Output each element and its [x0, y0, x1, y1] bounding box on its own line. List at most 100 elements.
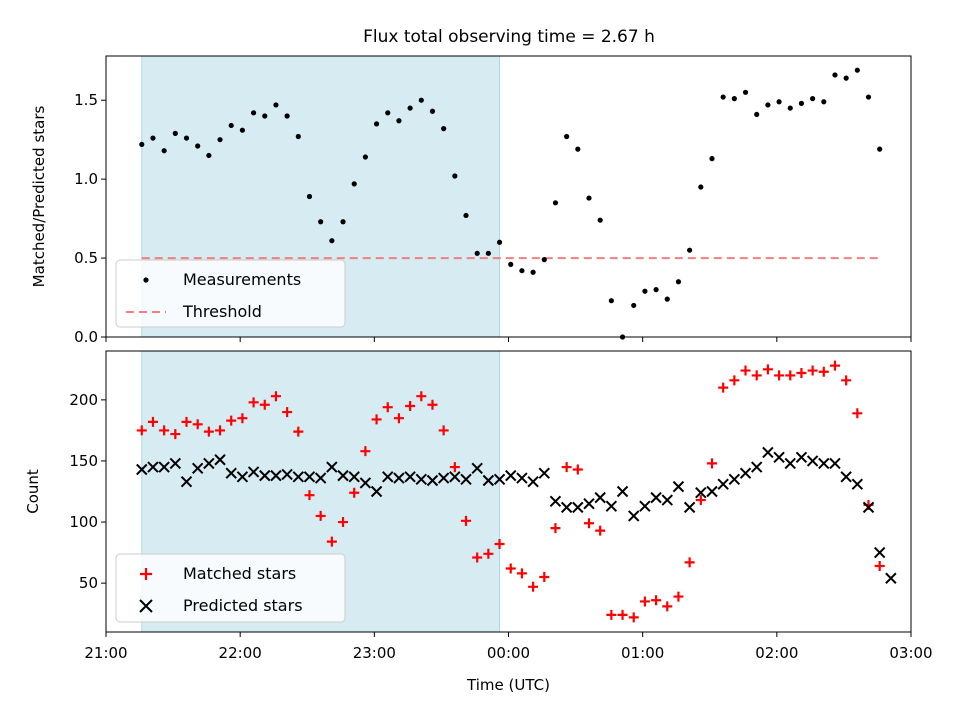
matched-star-point [695, 495, 706, 506]
predicted-star-point [337, 469, 349, 482]
predicted-star-point [505, 469, 517, 482]
measurement-point [675, 279, 682, 285]
matched-star-point [382, 402, 393, 413]
matched-star-point [147, 416, 158, 427]
predicted-star-point [583, 498, 595, 510]
predicted-star-point [292, 471, 305, 483]
matched-star-point [371, 414, 382, 425]
matched-star-point [550, 523, 561, 534]
measurement-point [519, 268, 525, 274]
measurement-point [765, 102, 771, 108]
predicted-star-point [751, 461, 763, 473]
measurement-point [787, 105, 793, 111]
predicted-star-point [471, 462, 483, 474]
predicted-star-point [784, 457, 796, 470]
time-x-axis-label: Time (UTC) [466, 676, 550, 694]
predicted-star-point [180, 476, 193, 488]
x-tick-label: 01:00 [621, 644, 664, 662]
matched-star-point [572, 464, 583, 475]
predicted-star-point [527, 476, 539, 488]
measurement-point [452, 173, 458, 179]
matched-star-point [304, 490, 315, 501]
measurement-point [396, 118, 402, 124]
predicted-star-point [717, 478, 729, 490]
matched-star-point [461, 515, 472, 526]
measurement-point [810, 96, 816, 102]
y-tick-label: 150 [69, 452, 98, 470]
predicted-star-point [851, 478, 864, 490]
matched-star-point [561, 462, 572, 473]
measurement-point [239, 127, 246, 133]
predicted-star-point [136, 463, 148, 476]
matched-star-point [774, 370, 785, 381]
predicted-star-point [560, 501, 573, 514]
matched-star-point [315, 510, 326, 521]
y-tick-label: 0.0 [74, 328, 98, 346]
matched-star-point [237, 413, 248, 424]
chart-title: Flux total observing time = 2.67 h [363, 27, 655, 47]
matched-star-point [662, 601, 673, 612]
predicted-star-point [191, 462, 204, 474]
measurement-point [373, 121, 380, 127]
measurement-point [564, 133, 570, 140]
matched-star-point [472, 552, 483, 563]
predicted-star-point [259, 469, 271, 482]
predicted-star-point [359, 477, 372, 489]
measurement-point [843, 75, 849, 81]
matched-star-point [349, 487, 360, 498]
predicted-star-point [616, 485, 629, 498]
predicted-star-point [873, 546, 886, 559]
matched-star-point [215, 425, 226, 436]
measurement-point [742, 89, 749, 95]
measurement-point [552, 200, 559, 206]
measurement-point [631, 302, 637, 309]
measurement-point [228, 122, 234, 129]
predicted-star-point [303, 471, 316, 483]
matched-star-point [282, 407, 293, 418]
matched-star-point [405, 400, 416, 411]
measurement-point [865, 94, 872, 100]
measurement-point [575, 146, 581, 152]
y-tick-label: 0.5 [74, 249, 98, 267]
measurement-point [183, 135, 190, 141]
matched-star-point [438, 425, 449, 436]
matched-star-point [416, 391, 427, 402]
matched-star-point [684, 557, 695, 568]
count-y-axis: 50 100 150 200 [69, 391, 106, 592]
legend-box [115, 259, 346, 328]
matched-star-point [829, 360, 840, 371]
predicted-star-point [147, 461, 159, 473]
matched-star-point [740, 365, 751, 376]
predicted-star-point [762, 446, 774, 459]
predicted-star-point [482, 474, 495, 487]
predicted-star-point [639, 500, 651, 512]
matched-star-point [427, 399, 438, 410]
predicted-star-point [348, 471, 360, 483]
predicted-star-point [281, 468, 293, 481]
measurement-point [195, 143, 201, 149]
measurement-point [418, 97, 424, 103]
predicted-star-point [672, 480, 685, 493]
matched-star-point [483, 548, 494, 559]
predicted-star-point [773, 451, 785, 463]
measurement-point [441, 126, 447, 132]
y-tick-label: 100 [69, 513, 98, 531]
matched-star-point [360, 446, 371, 457]
matched-star-point [651, 595, 662, 606]
legend-box [115, 553, 346, 623]
matched-star-point [584, 518, 594, 529]
legend-label: Threshold [182, 302, 262, 321]
ratio-panel: 0.0 0.5 1.0 1.5 Matched/Predicted stars Mea… [30, 55, 912, 346]
measurement-point [306, 193, 313, 200]
predicted-star-point [326, 461, 338, 473]
predicted-star-point [393, 472, 405, 484]
measurement-point [385, 110, 391, 116]
predicted-star-point [661, 494, 673, 506]
predicted-star-point [158, 461, 170, 473]
y-tick-label: 1.0 [74, 170, 98, 188]
matched-star-point [628, 612, 639, 623]
matched-star-point [192, 419, 203, 430]
measurement-point [407, 105, 413, 111]
matched-star-point [159, 425, 170, 436]
